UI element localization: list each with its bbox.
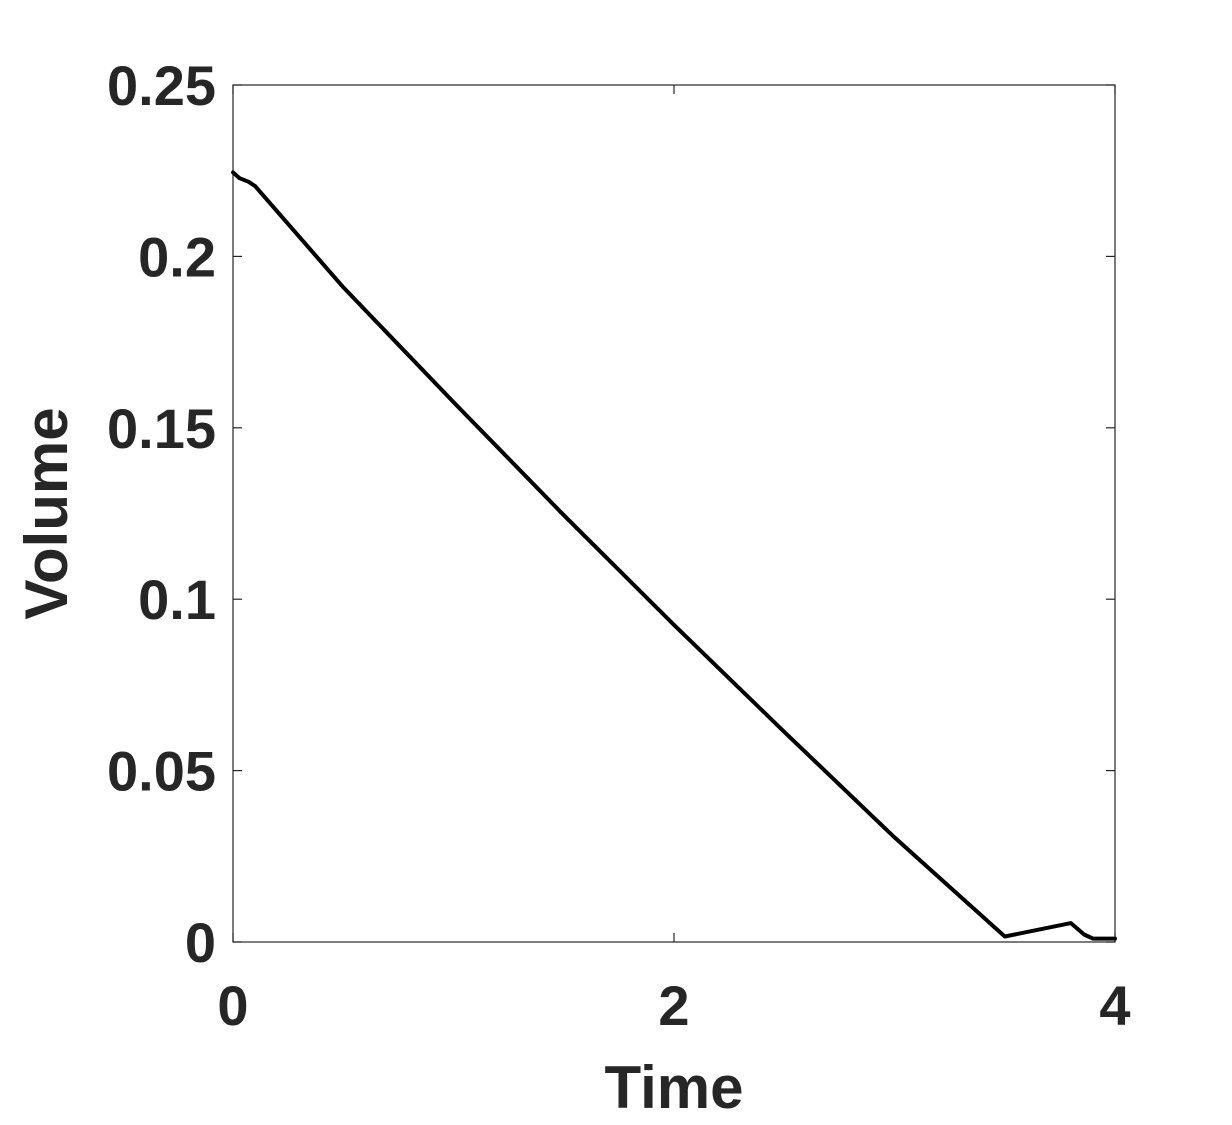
axes-box	[232, 84, 1116, 943]
x-axis-title: Time	[605, 1054, 744, 1121]
y-tick-label: 0.25	[107, 54, 216, 117]
x-tick-label: 2	[658, 974, 689, 1037]
x-tick-label: 4	[1099, 974, 1130, 1037]
y-tick-label: 0.1	[138, 568, 216, 631]
y-tick-label: 0.2	[138, 225, 216, 288]
x-tick-label: 0	[217, 974, 248, 1037]
series-line	[231, 170, 1117, 941]
y-tick-label: 0	[185, 911, 216, 974]
y-tick-label: 0.05	[107, 740, 216, 803]
y-tick-label: 0.15	[107, 397, 216, 460]
y-axis-title: Volume	[13, 407, 80, 619]
plot-area: 0 2 4 0 0.05 0.1 0.15 0.2 0.25	[107, 54, 1131, 1037]
